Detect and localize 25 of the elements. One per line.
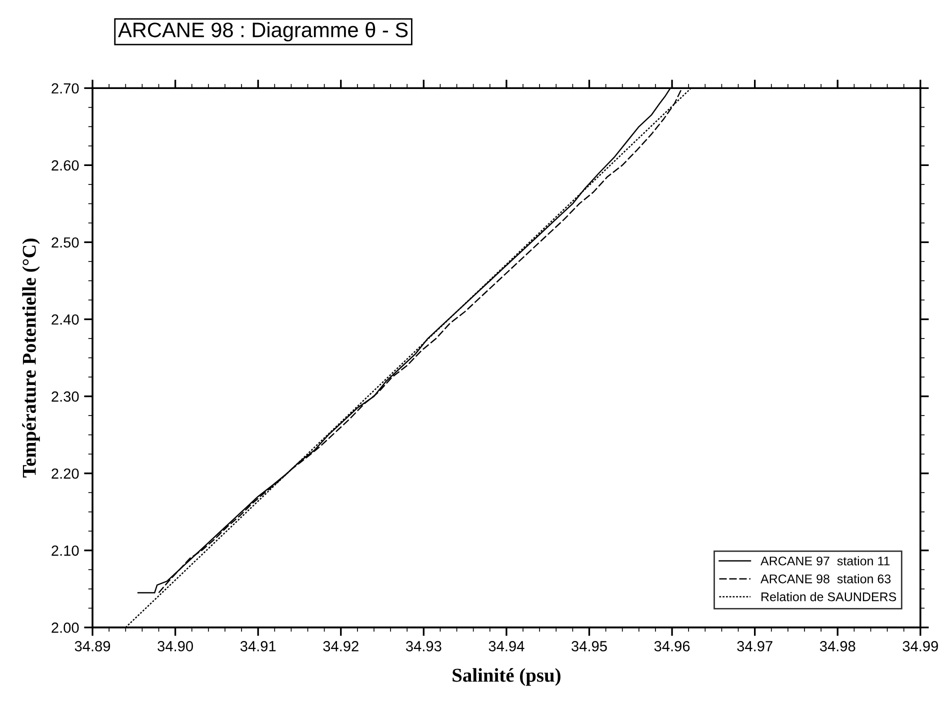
y-tick-label: 2.40	[52, 314, 79, 325]
chart-title: ARCANE 98 : Diagramme θ - S	[118, 22, 408, 42]
x-tick-label: 34.94	[488, 641, 524, 652]
y-tick-label: 2.00	[52, 622, 79, 633]
x-tick-label: 34.98	[820, 641, 856, 652]
legend-label: ARCANE 98 station 63	[760, 574, 891, 584]
x-tick-label: 34.97	[737, 641, 772, 652]
y-tick-label: 2.30	[52, 391, 79, 402]
legend-label: ARCANE 97 station 11	[760, 556, 890, 566]
y-tick-label: 2.50	[52, 237, 79, 248]
x-tick-label: 34.96	[654, 641, 690, 652]
y-tick-label: 2.60	[52, 160, 79, 171]
x-tick-label: 34.95	[572, 641, 607, 652]
y-tick-label: 2.20	[52, 468, 79, 479]
y-axis-title: Température Potentielle (°C)	[22, 238, 40, 478]
x-tick-label: 34.89	[74, 641, 110, 652]
x-axis-title: Salinité (psu)	[452, 668, 560, 686]
legend-label: Relation de SAUNDERS	[762, 592, 896, 602]
x-tick-label: 34.92	[323, 641, 358, 652]
x-tick-label: 34.99	[902, 641, 938, 652]
y-tick-label: 2.10	[52, 546, 79, 556]
x-tick-label: 34.91	[240, 641, 276, 652]
x-tick-label: 34.93	[406, 641, 442, 652]
y-tick-label: 2.70	[52, 83, 79, 94]
x-tick-label: 34.90	[158, 641, 193, 652]
